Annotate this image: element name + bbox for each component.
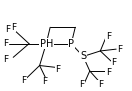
Text: F: F — [56, 65, 61, 74]
Text: F: F — [111, 58, 116, 67]
Text: F: F — [42, 77, 47, 86]
Text: F: F — [3, 55, 8, 64]
Text: F: F — [106, 68, 111, 77]
Text: F: F — [118, 45, 123, 54]
Text: PH: PH — [39, 39, 53, 49]
Text: F: F — [21, 76, 26, 85]
Text: F: F — [98, 80, 103, 89]
Text: P: P — [68, 39, 74, 49]
Text: F: F — [11, 23, 16, 32]
Text: F: F — [79, 80, 84, 89]
Text: F: F — [3, 39, 8, 48]
Text: F: F — [106, 32, 111, 41]
Text: F: F — [5, 25, 10, 34]
Text: S: S — [80, 51, 86, 61]
